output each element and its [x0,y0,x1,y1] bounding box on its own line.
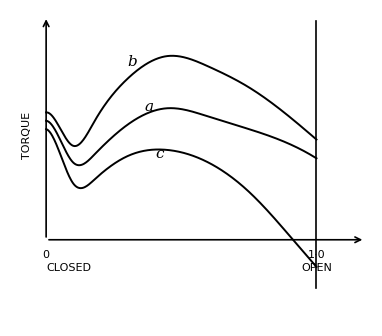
Text: 0: 0 [43,250,50,260]
Text: c: c [155,147,164,161]
Text: OPEN: OPEN [301,263,332,273]
Text: a: a [144,100,154,114]
Text: TORQUE: TORQUE [22,112,32,159]
Text: 1·0: 1·0 [308,250,325,260]
Text: b: b [128,55,138,69]
Text: CLOSED: CLOSED [46,263,91,273]
